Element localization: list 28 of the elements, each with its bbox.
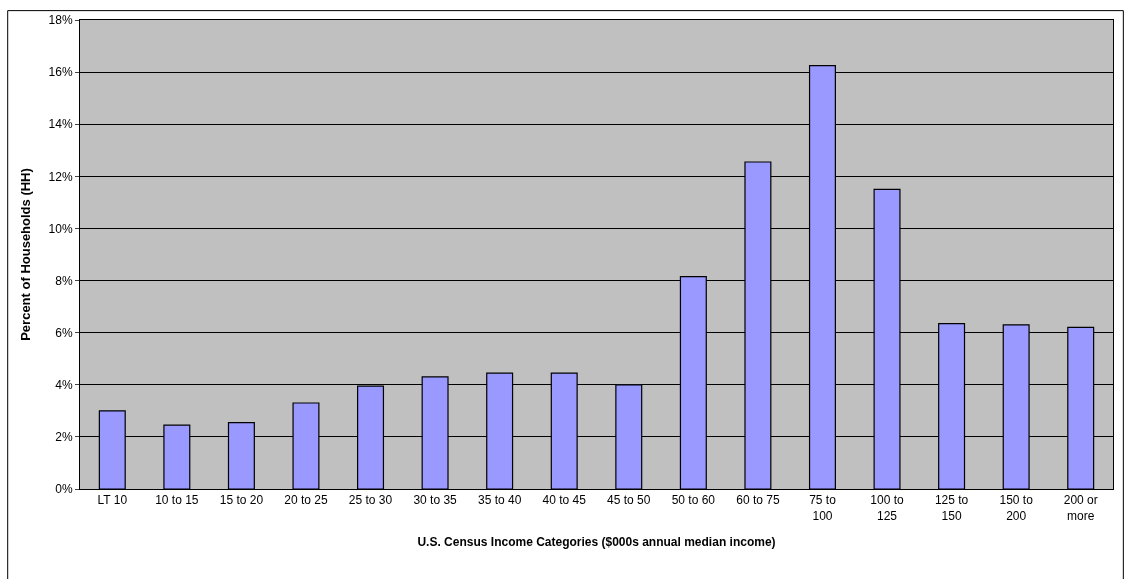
x-tick-label: 50 to 60	[671, 493, 716, 508]
y-tick-label: 0%	[55, 482, 73, 497]
y-tick-label: 2%	[55, 430, 73, 445]
x-tick-label: LT 10	[97, 493, 128, 508]
y-tick-label: 16%	[48, 65, 73, 80]
x-tick-label: 30 to 35	[413, 493, 458, 508]
x-tick-label: 40 to 45	[542, 493, 587, 508]
x-tick-label: 25 to 30	[348, 493, 393, 508]
x-tick-label: 35 to 40	[477, 493, 522, 508]
y-tick-label: 12%	[48, 169, 73, 184]
y-tick-label: 14%	[48, 117, 73, 132]
x-tick-label: 10 to 15	[155, 493, 199, 508]
x-tick-label: 100 to 125	[870, 493, 905, 523]
y-axis-title: Percent of Households (HH)	[17, 168, 33, 341]
y-tick-label: 8%	[55, 273, 73, 288]
x-tick-label: 45 to 50	[607, 493, 651, 508]
y-tick-label: 4%	[55, 377, 73, 392]
y-tick-label: 10%	[48, 221, 73, 236]
x-tick-label: 200 or more	[1063, 493, 1098, 523]
x-tick-label: 60 to 75	[736, 493, 780, 508]
x-tick-label: 125 to 150	[934, 493, 969, 523]
x-tick-label: 20 to 25	[284, 493, 328, 508]
y-tick-label: 6%	[55, 325, 73, 340]
x-tick-label: 150 to 200	[999, 493, 1034, 523]
x-tick-label: 75 to 100	[809, 493, 837, 523]
x-axis-title: U.S. Census Income Categories ($000s annual median income)	[417, 534, 776, 549]
x-tick-label: 15 to 20	[219, 493, 264, 508]
y-tick-label: 18%	[48, 13, 73, 28]
